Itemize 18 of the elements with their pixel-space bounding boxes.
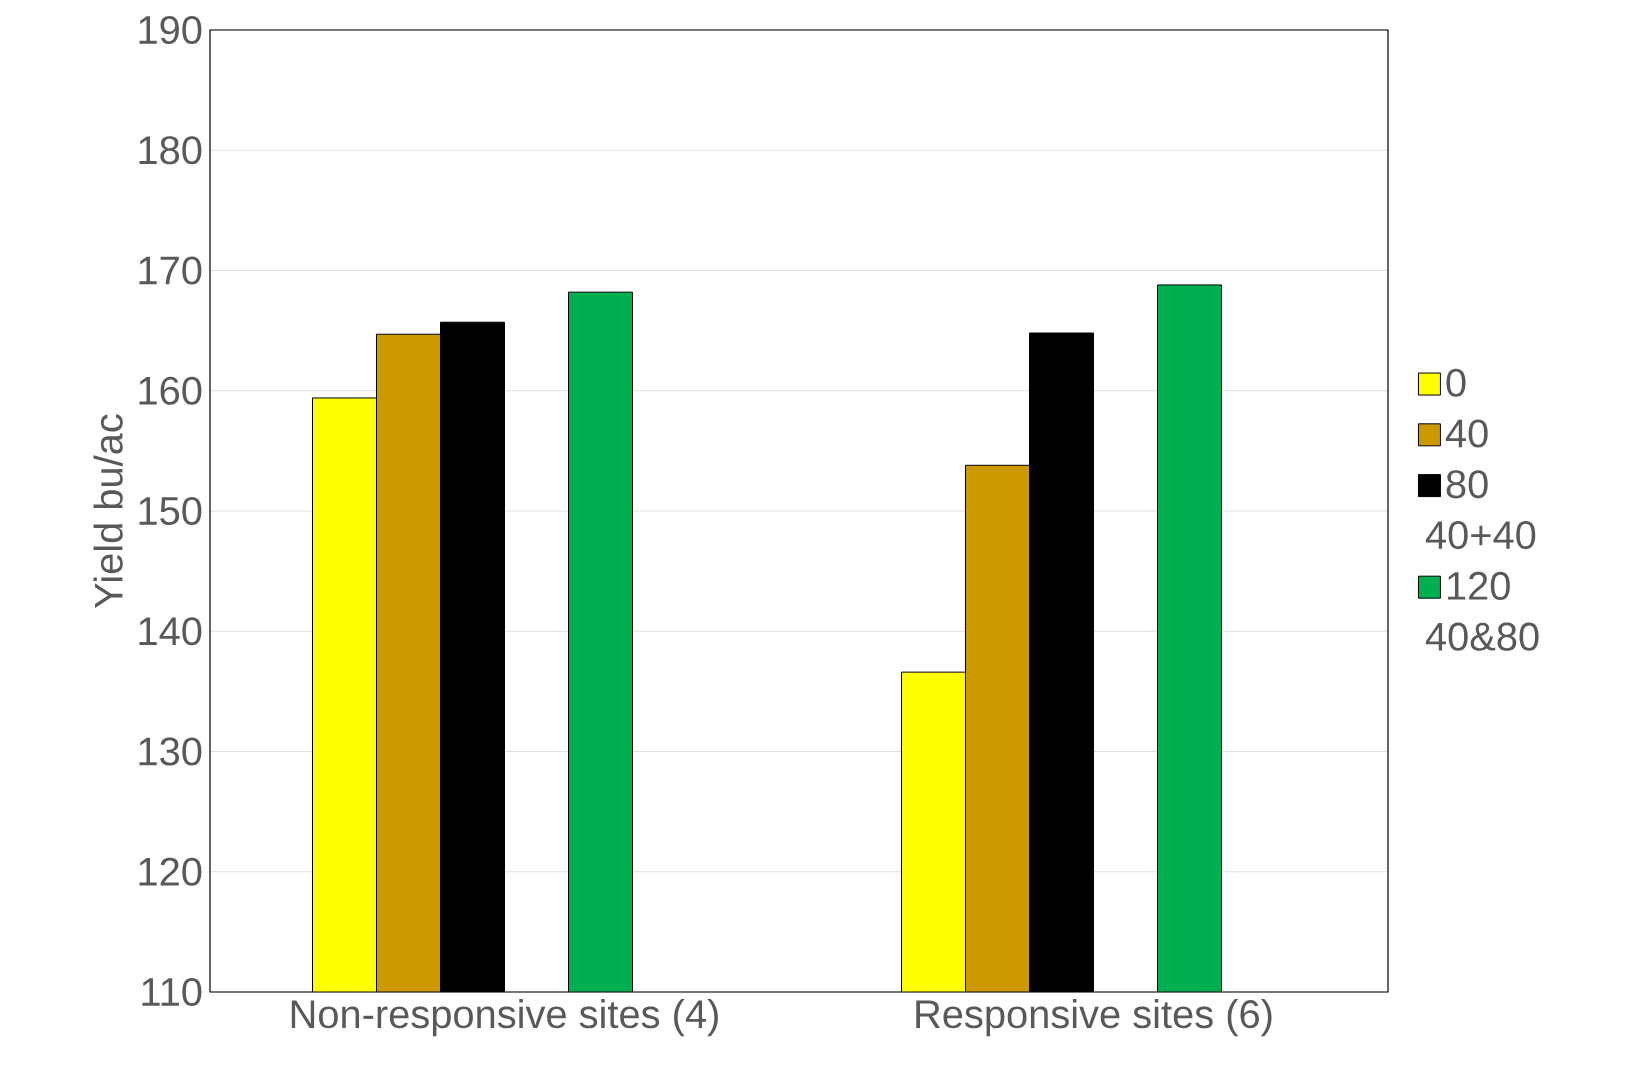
y-tick-label: 180 bbox=[139, 136, 202, 165]
legend-label: 80 bbox=[1446, 470, 1488, 499]
y-tick-label: 130 bbox=[139, 737, 202, 766]
y-tick-label: 170 bbox=[139, 256, 202, 285]
text: 40&80 bbox=[1425, 622, 1539, 651]
x-tick-label: Responsive sites (6) bbox=[916, 999, 1272, 1037]
y-tick-label: 160 bbox=[139, 376, 202, 405]
legend-label: 40 bbox=[1445, 419, 1488, 448]
y-tick-label: 140 bbox=[139, 617, 202, 646]
y-tick-label: 150 bbox=[139, 496, 202, 526]
x-tick-label: Non-responsive sites (4) bbox=[291, 999, 718, 1037]
y-axis-title: Yield bu/ac bbox=[93, 414, 123, 608]
y-tick-label: 120 bbox=[139, 857, 202, 886]
text: 40+40 bbox=[1425, 521, 1536, 550]
legend-label: 120 bbox=[1447, 571, 1510, 600]
legend-label: 0 bbox=[1446, 368, 1466, 397]
y-tick-label: 110 bbox=[142, 977, 202, 1007]
y-tick-label: 190 bbox=[139, 15, 202, 45]
